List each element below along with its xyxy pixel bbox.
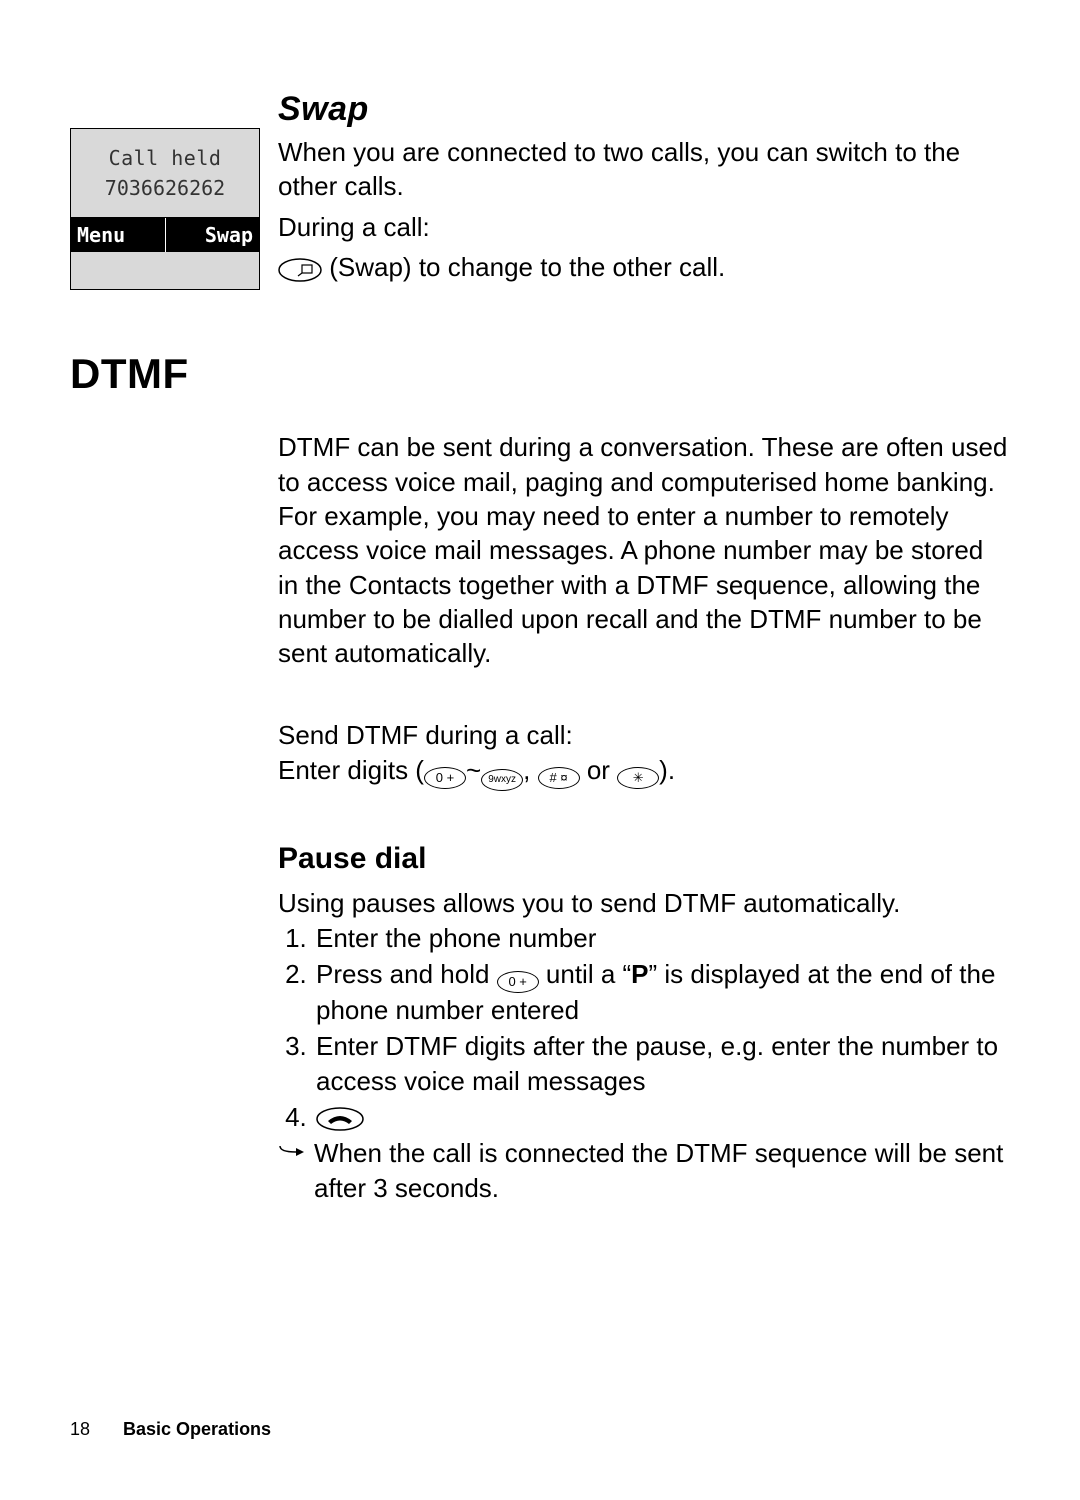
pause-note: When the call is connected the DTMF sequ… xyxy=(314,1136,1010,1205)
soft-right-key-icon xyxy=(278,252,329,282)
phone-softkey-right: Swap xyxy=(166,218,260,252)
pause-step1: Enter the phone number xyxy=(314,921,1010,955)
pause-step2a: Press and hold xyxy=(316,959,497,989)
dtmf-p3-b: ). xyxy=(659,755,675,785)
key-0-icon-b: 0 + xyxy=(497,971,539,993)
swap-para2: During a call: xyxy=(278,210,1010,244)
swap-para3-text: (Swap) to change to the other call. xyxy=(329,252,725,282)
swap-para1: When you are connected to two calls, you… xyxy=(278,135,1010,204)
swap-heading: Swap xyxy=(278,90,1010,129)
phone-screen-mock: Call held 7036626262 Menu Swap xyxy=(70,128,260,290)
dtmf-tilde: ~ xyxy=(466,755,481,785)
pause-step4 xyxy=(314,1100,1010,1134)
key-9-icon: 9wxyz xyxy=(481,769,523,791)
pause-step2: Press and hold 0 + until a “P” is displa… xyxy=(314,957,1010,1027)
footer-section: Basic Operations xyxy=(123,1419,271,1439)
dtmf-or: or xyxy=(580,755,618,785)
call-key-icon xyxy=(316,1102,364,1132)
swap-para3: (Swap) to change to the other call. xyxy=(278,250,1010,284)
dtmf-para2: Send DTMF during a call: xyxy=(278,718,1010,752)
page-number: 18 xyxy=(70,1419,118,1440)
pause-intro: Using pauses allows you to send DTMF aut… xyxy=(278,886,1010,920)
pause-step2-bold: P xyxy=(631,959,648,989)
pause-heading: Pause dial xyxy=(278,839,1010,879)
dtmf-para3: Enter digits (0 +~9wxyz, # ¤ or ✳). xyxy=(278,753,1010,791)
dtmf-heading: DTMF xyxy=(70,350,1010,398)
pause-steps: Enter the phone number Press and hold 0 … xyxy=(278,921,1010,1135)
dtmf-comma: , xyxy=(523,755,537,785)
dtmf-para1: DTMF can be sent during a conversation. … xyxy=(278,430,1010,670)
phone-softkey-left: Menu xyxy=(71,218,166,252)
dtmf-p3-a: Enter digits ( xyxy=(278,755,424,785)
pause-step2b: until a “ xyxy=(539,959,632,989)
pause-step3: Enter DTMF digits after the pause, e.g. … xyxy=(314,1029,1010,1098)
phone-line2: 7036626262 xyxy=(75,175,255,201)
arrow-icon xyxy=(278,1136,314,1205)
key-hash-icon: # ¤ xyxy=(538,767,580,789)
key-0-icon: 0 + xyxy=(424,767,466,789)
page-footer: 18 Basic Operations xyxy=(70,1419,271,1440)
phone-line1: Call held xyxy=(75,145,255,171)
pause-note-line: When the call is connected the DTMF sequ… xyxy=(278,1136,1010,1205)
key-star-icon: ✳ xyxy=(617,767,659,789)
